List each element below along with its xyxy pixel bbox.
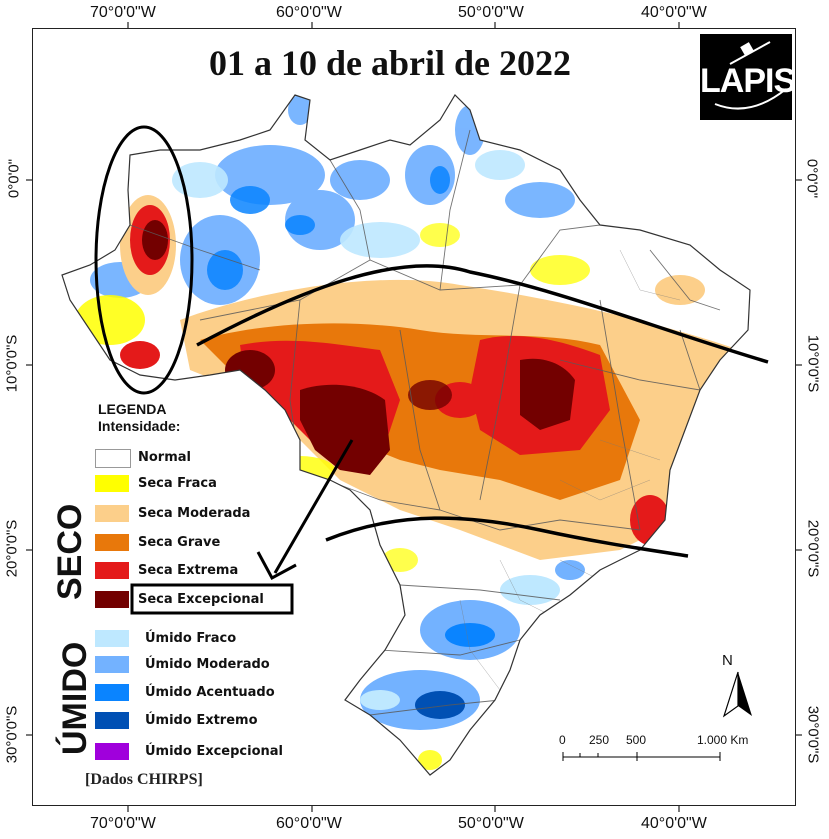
map-title: 01 a 10 de abril de 2022 (208, 43, 571, 83)
highlight-oval (94, 125, 194, 395)
legend-label: Seca Grave (138, 535, 221, 550)
north-label: N (722, 652, 733, 669)
lon-tick-top: 50°0'0"W (458, 4, 524, 21)
legend-swatch (95, 656, 129, 673)
legend-swatch (95, 712, 129, 729)
scale-label: 500 (626, 733, 647, 747)
legend-label: Seca Excepcional (138, 592, 264, 607)
satellite-icon (714, 41, 787, 110)
legend-label: Seca Fraca (138, 476, 217, 491)
legend-label: Úmido Extremo (145, 713, 258, 728)
scale-label: 0 (559, 733, 566, 747)
legend-label: Úmido Fraco (145, 631, 237, 646)
umido-label: ÚMIDO (56, 641, 94, 755)
lon-tick-bottom: 60°0'0"W (276, 815, 342, 832)
legend-swatch (95, 630, 129, 647)
legend-subtitle: Intensidade: (98, 418, 181, 434)
scale-label: 250 (589, 733, 610, 747)
highlight-box (130, 583, 294, 615)
drought-boundary-north (196, 264, 769, 364)
data-source: [Dados CHIRPS] (85, 771, 203, 788)
lon-tick-top: 40°0'0"W (641, 4, 707, 21)
lon-tick-top: 60°0'0"W (276, 4, 342, 21)
legend-label: Seca Extrema (138, 563, 239, 578)
legend-label: Úmido Moderado (145, 657, 270, 672)
legend-swatch (95, 534, 129, 551)
legend-swatch (95, 684, 129, 701)
lapis-logo: LAPIS (700, 34, 796, 120)
north-arrow-icon (722, 671, 752, 718)
logo-text: LAPIS (700, 62, 796, 100)
arrow-line (273, 439, 354, 574)
lon-tick-top: 70°0'0"W (90, 4, 156, 21)
legend-label: Seca Moderada (138, 506, 251, 521)
scale-label: 1.000 Km (697, 733, 749, 747)
legend-swatch (95, 505, 129, 522)
scale-bar (562, 752, 721, 761)
legend-label: Úmido Acentuado (145, 685, 275, 700)
legend-swatch (95, 475, 129, 492)
legend-swatch (95, 449, 131, 468)
arrow-head (256, 551, 297, 581)
seco-label: SECO (51, 503, 89, 600)
legend-swatch (95, 591, 129, 608)
lon-tick-bottom: 70°0'0"W (90, 815, 156, 832)
lon-tick-bottom: 50°0'0"W (458, 815, 524, 832)
lon-tick-bottom: 40°0'0"W (641, 815, 707, 832)
legend-swatch (95, 743, 129, 760)
legend-label: Normal (138, 450, 191, 465)
legend-label: Úmido Excepcional (145, 744, 283, 759)
legend-swatch (95, 562, 129, 579)
legend-title: LEGENDA (98, 401, 167, 417)
drought-boundary-south (325, 516, 689, 558)
